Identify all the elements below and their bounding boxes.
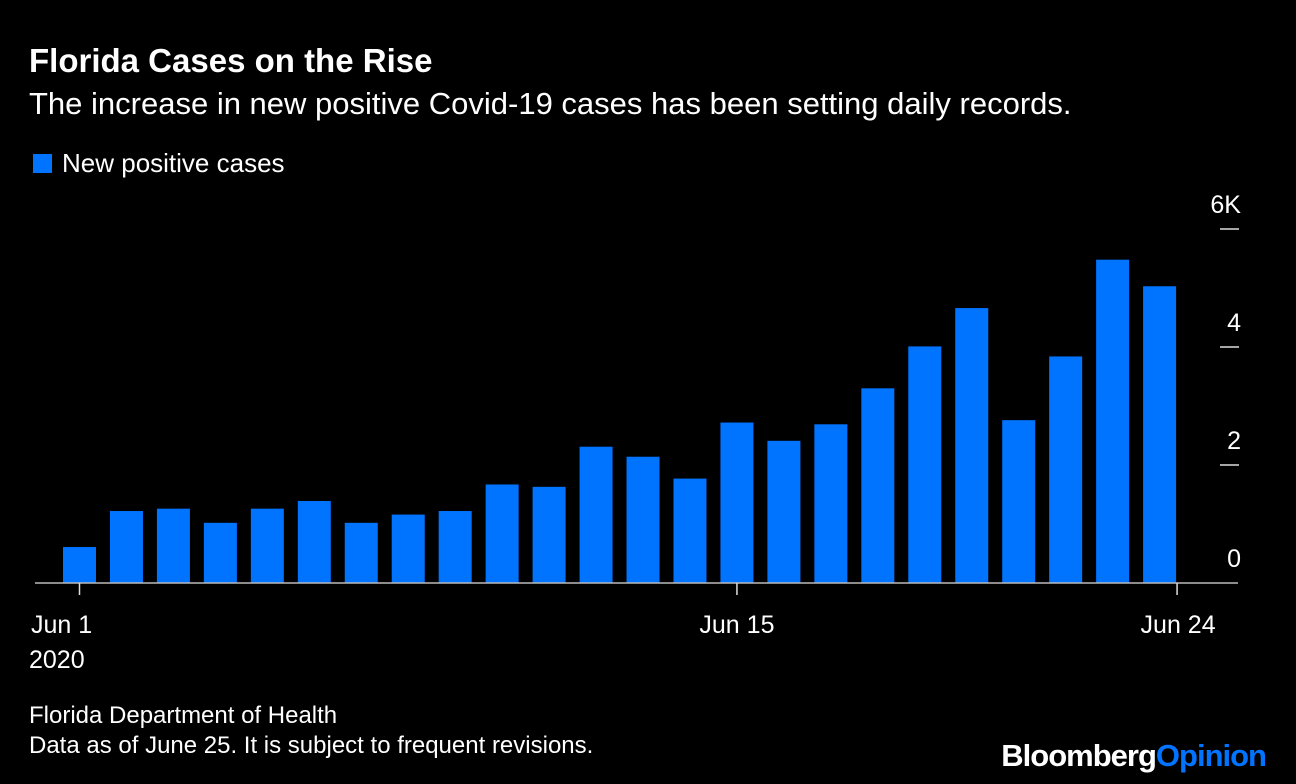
bar — [720, 422, 754, 583]
bar — [532, 486, 566, 583]
source-text: Florida Department of Health — [29, 702, 338, 729]
bar — [1096, 259, 1130, 583]
bar — [1002, 420, 1036, 583]
chart-subtitle: The increase in new positive Covid-19 ca… — [29, 86, 1072, 121]
bar — [344, 522, 378, 583]
bar — [156, 508, 190, 583]
y-tick-label: 6K — [1210, 191, 1241, 219]
chart-title: Florida Cases on the Rise — [29, 42, 433, 79]
legend-swatch — [33, 154, 52, 173]
y-tick-label: 2 — [1227, 427, 1241, 455]
x-tick-label: Jun 1 — [31, 611, 92, 639]
x-tick-label: Jun 24 — [1141, 611, 1216, 639]
bar — [955, 308, 989, 583]
bar — [109, 511, 143, 583]
bar — [767, 440, 801, 583]
y-tick-label: 0 — [1227, 545, 1241, 573]
bloomberg-opinion-logo: BloombergOpinion — [1001, 738, 1267, 774]
x-tick-sublabel: 2020 — [29, 646, 85, 674]
logo-opinion: Opinion — [1155, 738, 1267, 773]
y-tick-label: 4 — [1227, 309, 1241, 337]
bar — [1143, 286, 1177, 583]
bar — [250, 508, 284, 583]
x-tick-label: Jun 15 — [699, 611, 774, 639]
bar — [485, 484, 519, 583]
bar — [908, 346, 942, 583]
legend-label: New positive cases — [62, 148, 285, 178]
bar — [814, 424, 848, 583]
bar — [673, 478, 707, 583]
bar — [626, 456, 660, 583]
bar — [391, 514, 425, 583]
bar — [438, 511, 472, 583]
bar — [203, 522, 237, 583]
bar — [1049, 356, 1083, 583]
bar — [579, 446, 613, 583]
legend: New positive cases — [33, 148, 285, 179]
bar — [63, 547, 96, 583]
note-text: Data as of June 25. It is subject to fre… — [29, 732, 594, 759]
bar — [297, 500, 331, 583]
bar — [861, 388, 895, 583]
logo-bloomberg: Bloomberg — [1001, 738, 1157, 773]
